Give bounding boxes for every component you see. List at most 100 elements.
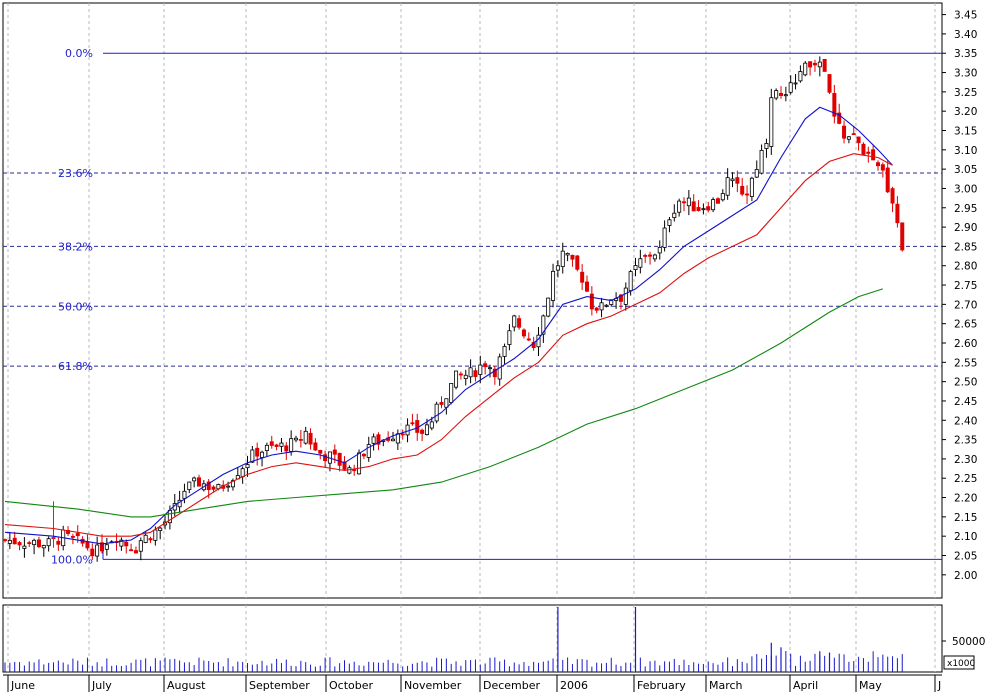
candle-body bbox=[240, 468, 245, 478]
candle-body bbox=[85, 541, 90, 549]
candle-body bbox=[817, 61, 822, 68]
candle-body bbox=[420, 429, 425, 434]
price-tick-label: 3.30 bbox=[954, 68, 977, 80]
candle-body bbox=[463, 374, 468, 380]
candle-body bbox=[361, 453, 366, 457]
candle-body bbox=[75, 533, 80, 537]
candle-body bbox=[32, 539, 37, 546]
candle-body bbox=[483, 363, 488, 368]
price-panel-frame bbox=[2, 2, 943, 599]
candle-body bbox=[837, 112, 842, 124]
candle-body bbox=[226, 485, 231, 488]
candle-body bbox=[454, 370, 459, 388]
candle-body bbox=[526, 338, 531, 341]
candle-body bbox=[638, 258, 643, 268]
month-label: July bbox=[91, 679, 112, 692]
candle-body bbox=[308, 432, 313, 445]
candle-body bbox=[900, 222, 905, 251]
candle-body bbox=[269, 441, 274, 446]
candle-body bbox=[730, 178, 735, 182]
month-label: May bbox=[859, 679, 882, 692]
price-tick-label: 2.00 bbox=[954, 570, 977, 582]
candle-body bbox=[100, 542, 105, 552]
candle-body bbox=[293, 437, 298, 441]
month-label: J bbox=[937, 679, 941, 692]
candle-body bbox=[182, 490, 187, 499]
price-tick-label: 3.00 bbox=[954, 183, 977, 195]
price-tick-label: 2.15 bbox=[954, 512, 977, 524]
candle-body bbox=[196, 477, 201, 487]
price-tick-label: 3.45 bbox=[954, 10, 977, 22]
candle-body bbox=[473, 370, 478, 378]
candle-body bbox=[468, 367, 473, 378]
candle-body bbox=[521, 329, 526, 337]
candle-body bbox=[667, 219, 672, 226]
candle-body bbox=[657, 247, 662, 254]
candle-body bbox=[575, 255, 580, 270]
candle-body bbox=[478, 364, 483, 375]
candle-body bbox=[842, 125, 847, 139]
candle-body bbox=[589, 293, 594, 310]
candle-body bbox=[808, 61, 813, 68]
candle-body bbox=[769, 97, 774, 147]
candle-body bbox=[871, 149, 876, 161]
moving-average-line bbox=[4, 288, 883, 518]
volume-panel-frame bbox=[2, 604, 943, 673]
candle-body bbox=[148, 538, 153, 541]
price-tick-label: 2.40 bbox=[954, 415, 977, 427]
candle-body bbox=[507, 330, 512, 345]
candle-body bbox=[313, 442, 318, 451]
candle-body bbox=[337, 452, 342, 466]
price-tick-label: 2.30 bbox=[954, 454, 977, 466]
fibonacci-label: 23.6% bbox=[58, 167, 93, 180]
candle-body bbox=[352, 469, 357, 472]
candle-body bbox=[298, 438, 303, 441]
candle-body bbox=[206, 481, 211, 490]
candle-body bbox=[555, 265, 560, 271]
candle-body bbox=[323, 454, 328, 462]
candle-body bbox=[754, 169, 759, 178]
candle-body bbox=[672, 212, 677, 219]
candle-body bbox=[774, 90, 779, 99]
candle-body bbox=[764, 143, 769, 149]
candle-body bbox=[332, 449, 337, 455]
candle-body bbox=[284, 445, 289, 452]
candle-body bbox=[36, 539, 41, 548]
moving-average-line bbox=[4, 106, 893, 545]
candle-body bbox=[366, 444, 371, 458]
candle-body bbox=[56, 540, 61, 545]
month-label: November bbox=[404, 679, 462, 692]
fibonacci-label: 61.8% bbox=[58, 360, 93, 373]
month-label: June bbox=[10, 679, 35, 692]
candle-body bbox=[439, 402, 444, 405]
volume-multiplier-box bbox=[943, 655, 975, 670]
candle-body bbox=[633, 265, 638, 270]
price-tick-label: 2.05 bbox=[954, 551, 977, 563]
candle-body bbox=[599, 302, 604, 311]
candle-body bbox=[585, 281, 590, 292]
candle-body bbox=[230, 480, 235, 488]
candle-body bbox=[449, 383, 454, 403]
candle-body bbox=[643, 255, 648, 257]
candle-body bbox=[458, 373, 463, 376]
price-tick-label: 2.90 bbox=[954, 222, 977, 234]
candle-body bbox=[357, 452, 362, 475]
candle-body bbox=[822, 59, 827, 72]
candle-body bbox=[609, 299, 614, 305]
candle-body bbox=[740, 185, 745, 195]
candle-body bbox=[652, 254, 657, 260]
candle-body bbox=[725, 177, 730, 196]
price-tick-label: 2.25 bbox=[954, 473, 977, 485]
price-tick-label: 2.95 bbox=[954, 203, 977, 215]
price-tick-label: 3.25 bbox=[954, 87, 977, 99]
volume-multiplier-label: x1000 bbox=[947, 659, 976, 669]
candle-body bbox=[890, 188, 895, 204]
fibonacci-label: 50.0% bbox=[58, 300, 93, 313]
candle-body bbox=[502, 346, 507, 357]
candle-body bbox=[803, 62, 808, 76]
candle-body bbox=[711, 199, 716, 211]
month-label: October bbox=[329, 679, 373, 692]
candle-body bbox=[623, 287, 628, 305]
